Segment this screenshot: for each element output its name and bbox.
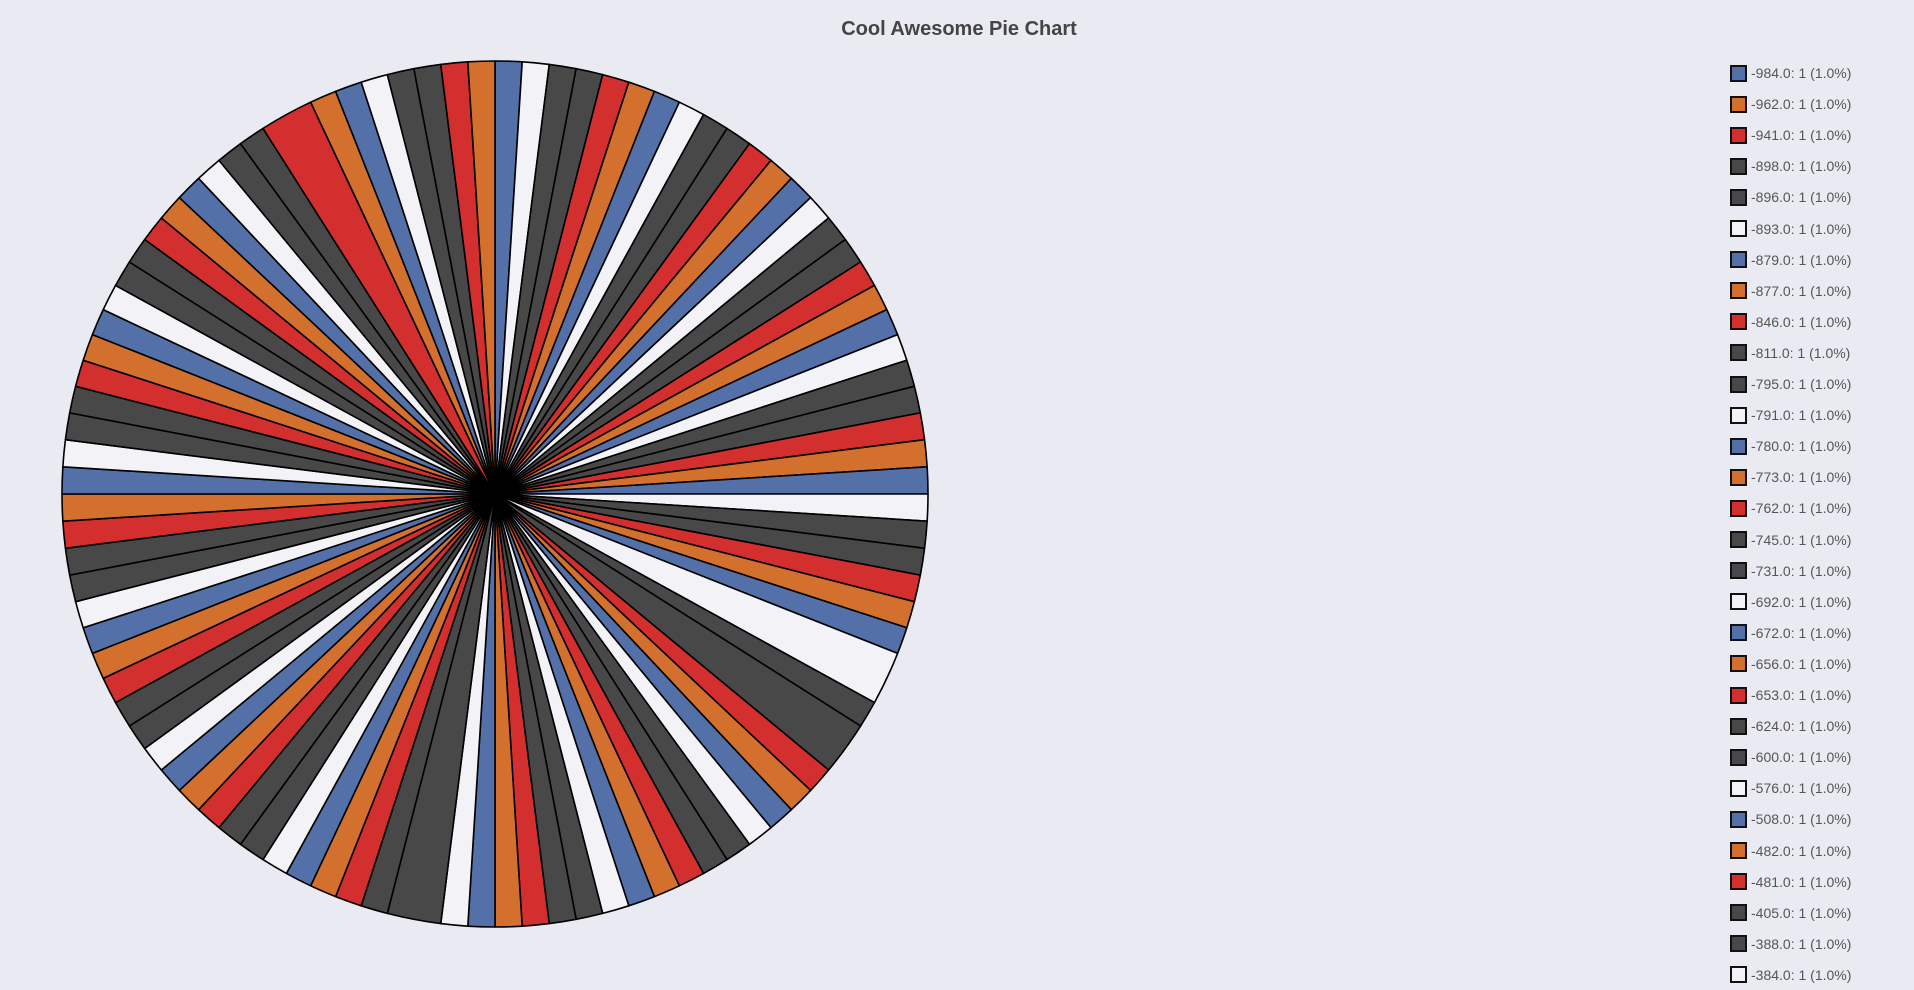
legend-item: -795.0: 1 (1.0%) [1730, 373, 1851, 395]
legend-label: -773.0: 1 (1.0%) [1751, 469, 1852, 486]
legend-swatch [1730, 468, 1747, 486]
legend-label: -692.0: 1 (1.0%) [1751, 593, 1852, 610]
pie-plot [61, 60, 929, 928]
legend-item: -624.0: 1 (1.0%) [1730, 715, 1851, 737]
legend-label: -811.0: 1 (1.0%) [1751, 344, 1851, 361]
legend-swatch [1730, 748, 1747, 766]
legend-label: -877.0: 1 (1.0%) [1751, 282, 1852, 299]
legend-item: -482.0: 1 (1.0%) [1730, 840, 1851, 862]
legend-item: -780.0: 1 (1.0%) [1730, 435, 1851, 457]
legend-item: -405.0: 1 (1.0%) [1730, 902, 1851, 924]
legend-label: -405.0: 1 (1.0%) [1751, 904, 1852, 921]
legend-item: -941.0: 1 (1.0%) [1730, 124, 1851, 146]
legend-swatch [1730, 810, 1747, 828]
legend-swatch [1730, 935, 1747, 953]
legend-item: -791.0: 1 (1.0%) [1730, 404, 1851, 426]
legend-label: -898.0: 1 (1.0%) [1751, 158, 1852, 175]
legend-item: -877.0: 1 (1.0%) [1730, 280, 1851, 302]
legend-swatch [1730, 873, 1747, 891]
legend-label: -508.0: 1 (1.0%) [1751, 811, 1852, 828]
legend-swatch [1730, 220, 1747, 237]
legend-label: -481.0: 1 (1.0%) [1751, 873, 1852, 890]
legend-item: -600.0: 1 (1.0%) [1730, 746, 1851, 768]
legend-label: -384.0: 1 (1.0%) [1751, 966, 1852, 983]
legend-label: -791.0: 1 (1.0%) [1751, 407, 1852, 424]
legend-item: -846.0: 1 (1.0%) [1730, 311, 1851, 333]
legend-item: -879.0: 1 (1.0%) [1730, 249, 1851, 271]
legend-item: -896.0: 1 (1.0%) [1730, 186, 1851, 208]
legend-item: -893.0: 1 (1.0%) [1730, 218, 1851, 240]
legend-item: -773.0: 1 (1.0%) [1730, 466, 1851, 488]
legend-item: -653.0: 1 (1.0%) [1730, 684, 1851, 706]
legend-swatch [1730, 624, 1747, 642]
legend-label: -795.0: 1 (1.0%) [1751, 376, 1852, 392]
legend-label: -846.0: 1 (1.0%) [1751, 313, 1852, 330]
legend-label: -984.0: 1 (1.0%) [1751, 65, 1852, 81]
legend-label: -482.0: 1 (1.0%) [1751, 842, 1852, 859]
legend-item: -984.0: 1 (1.0%) [1730, 62, 1851, 84]
legend-item: -576.0: 1 (1.0%) [1730, 777, 1851, 799]
legend-swatch [1730, 251, 1747, 269]
legend-label: -576.0: 1 (1.0%) [1751, 780, 1852, 797]
legend-label: -762.0: 1 (1.0%) [1751, 500, 1852, 517]
legend-label: -941.0: 1 (1.0%) [1751, 127, 1852, 144]
legend-item: -656.0: 1 (1.0%) [1730, 653, 1851, 675]
legend-item: -898.0: 1 (1.0%) [1730, 155, 1851, 177]
legend-swatch [1730, 779, 1747, 797]
legend-swatch [1730, 126, 1747, 144]
legend-swatch [1730, 562, 1747, 580]
legend-swatch [1730, 717, 1747, 735]
legend-label: -653.0: 1 (1.0%) [1751, 687, 1852, 703]
legend-swatch [1730, 904, 1747, 922]
legend-label: -962.0: 1 (1.0%) [1751, 96, 1852, 113]
chart-title: Cool Awesome Pie Chart [841, 18, 1077, 40]
legend-label: -896.0: 1 (1.0%) [1751, 189, 1852, 206]
legend-item: -692.0: 1 (1.0%) [1730, 591, 1851, 613]
legend-item: -745.0: 1 (1.0%) [1730, 529, 1851, 551]
legend-label: -893.0: 1 (1.0%) [1751, 220, 1852, 237]
legend-swatch [1730, 686, 1747, 704]
legend-label: -879.0: 1 (1.0%) [1751, 251, 1852, 268]
legend-swatch [1730, 282, 1747, 300]
legend-item: -508.0: 1 (1.0%) [1730, 808, 1851, 830]
legend-swatch [1730, 966, 1747, 984]
legend-swatch [1730, 499, 1747, 517]
legend-swatch [1730, 406, 1747, 424]
legend-item: -811.0: 1 (1.0%) [1730, 342, 1850, 364]
legend-label: -745.0: 1 (1.0%) [1751, 531, 1852, 548]
legend-swatch [1730, 344, 1747, 362]
legend-swatch [1730, 188, 1747, 206]
legend-item: -481.0: 1 (1.0%) [1730, 871, 1851, 893]
legend-label: -780.0: 1 (1.0%) [1751, 438, 1852, 455]
legend-label: -388.0: 1 (1.0%) [1751, 935, 1852, 952]
legend-swatch [1730, 593, 1747, 611]
pie-slice-95 [467, 60, 496, 495]
legend-label: -624.0: 1 (1.0%) [1751, 718, 1852, 735]
legend-swatch [1730, 157, 1747, 175]
legend-swatch [1730, 531, 1747, 548]
legend-label: -656.0: 1 (1.0%) [1751, 655, 1852, 672]
legend-item: -731.0: 1 (1.0%) [1730, 560, 1851, 582]
legend-swatch [1730, 842, 1747, 859]
legend-item: -384.0: 1 (1.0%) [1730, 964, 1851, 986]
legend-swatch [1730, 64, 1747, 82]
legend-item: -762.0: 1 (1.0%) [1730, 497, 1851, 519]
legend-label: -672.0: 1 (1.0%) [1751, 624, 1852, 641]
legend-swatch [1730, 655, 1747, 673]
legend-label: -600.0: 1 (1.0%) [1751, 749, 1852, 766]
legend-swatch [1730, 375, 1747, 393]
legend-item: -388.0: 1 (1.0%) [1730, 933, 1851, 955]
legend-swatch [1730, 95, 1747, 113]
legend-label: -731.0: 1 (1.0%) [1751, 562, 1852, 579]
legend-item: -962.0: 1 (1.0%) [1730, 93, 1851, 115]
legend-swatch [1730, 437, 1747, 455]
legend-item: -672.0: 1 (1.0%) [1730, 622, 1851, 644]
legend-swatch [1730, 313, 1747, 331]
